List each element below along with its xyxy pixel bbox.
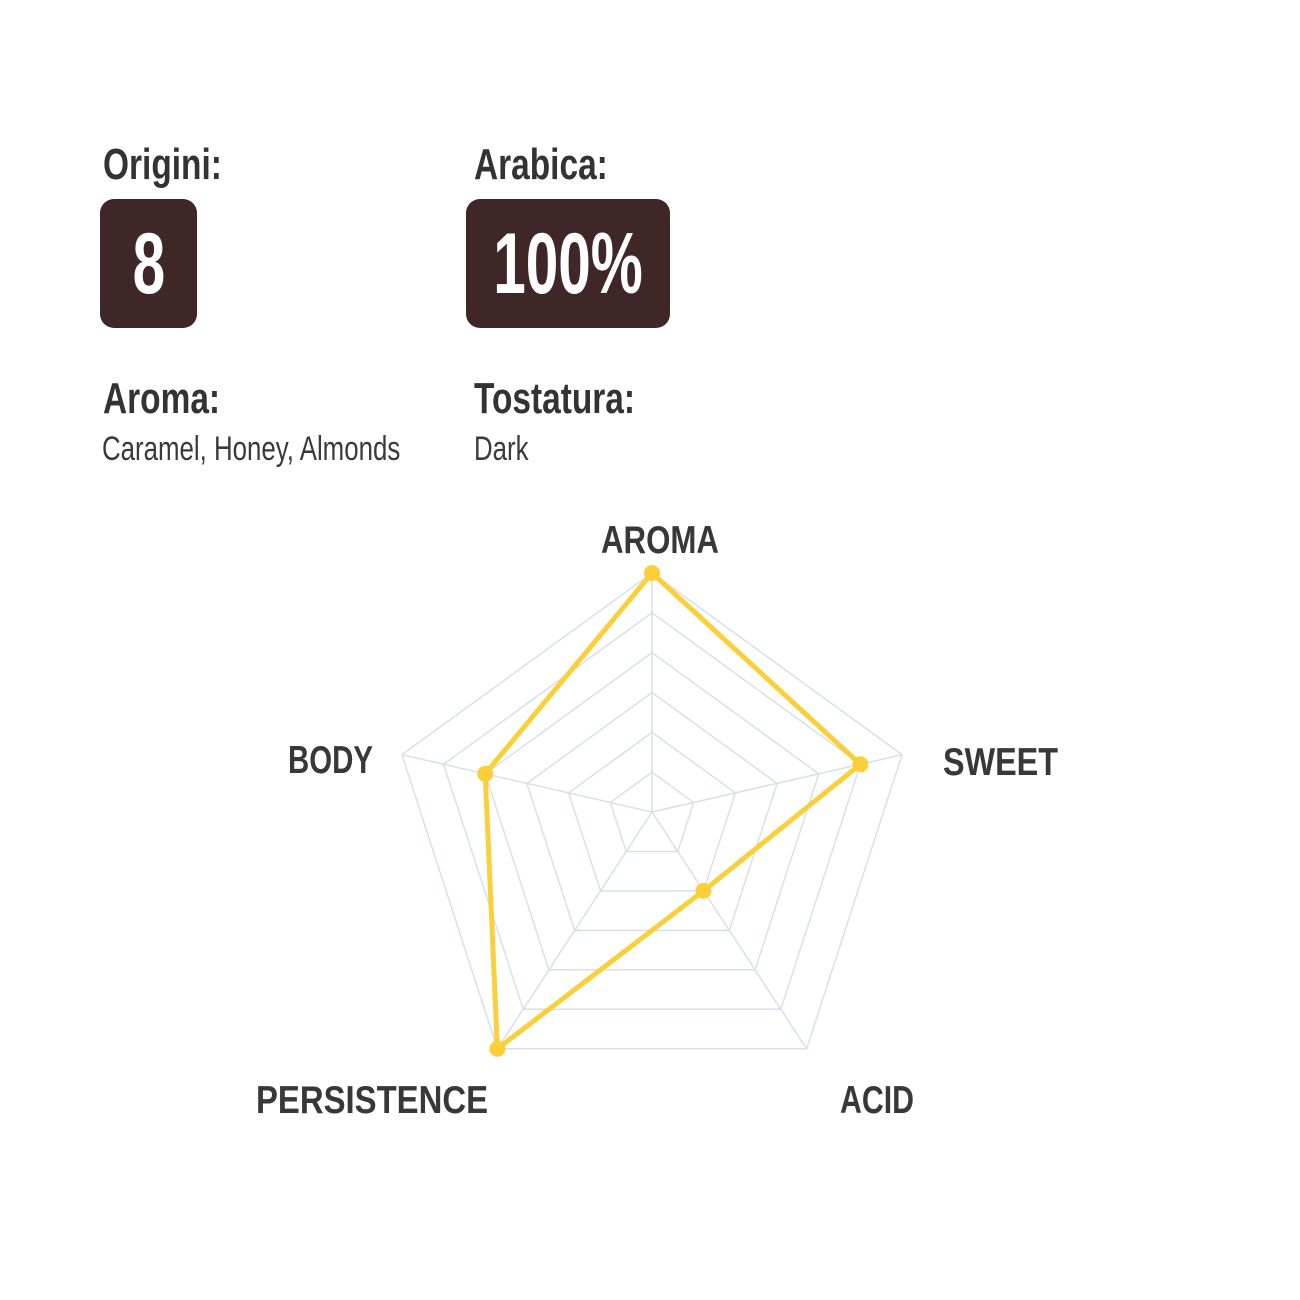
axis-label-body: BODY xyxy=(288,739,373,782)
arabica-badge: 100% xyxy=(466,199,670,328)
aroma-label-text: Aroma: xyxy=(103,374,221,423)
data-point-body xyxy=(477,765,494,782)
aroma-value: Caramel, Honey, Almonds xyxy=(102,430,494,468)
grid-ring xyxy=(442,611,862,1011)
origin-badge-value: 8 xyxy=(132,215,165,312)
origin-label: Origini: xyxy=(103,143,259,187)
axis-label-persistence: PERSISTENCE xyxy=(256,1079,488,1122)
grid-ring xyxy=(401,572,903,1050)
grid-spoke xyxy=(496,811,653,1050)
arabica-label-text: Arabica: xyxy=(474,140,608,189)
axis-label-acid: ACID xyxy=(840,1079,914,1122)
data-point-sweet xyxy=(852,756,869,773)
grid-spoke xyxy=(651,811,808,1050)
aroma-value-text: Caramel, Honey, Almonds xyxy=(102,430,401,468)
grid-ring xyxy=(609,771,695,853)
origin-badge: 8 xyxy=(100,199,197,328)
data-point-acid xyxy=(695,882,712,899)
roast-value-text: Dark xyxy=(474,430,529,468)
grid-ring xyxy=(484,651,820,971)
data-polygon xyxy=(482,570,863,1052)
arabica-badge-value: 100% xyxy=(493,215,643,312)
roast-label: Tostatura: xyxy=(474,377,686,421)
grid-ring xyxy=(567,731,737,892)
axis-label-sweet: SWEET xyxy=(943,741,1058,784)
origin-label-text: Origini: xyxy=(103,140,222,189)
axis-label-aroma: AROMA xyxy=(601,519,719,562)
arabica-label: Arabica: xyxy=(474,143,650,187)
grid-spoke xyxy=(401,753,653,813)
data-point-persistence xyxy=(489,1040,506,1057)
roast-value: Dark xyxy=(474,430,546,468)
data-point-aroma xyxy=(644,565,660,581)
aroma-label: Aroma: xyxy=(103,377,257,421)
roast-label-text: Tostatura: xyxy=(474,374,636,423)
